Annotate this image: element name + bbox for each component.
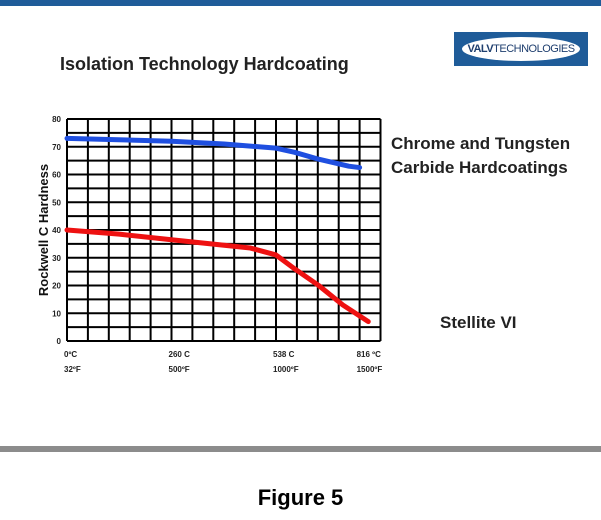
y-tick-label: 10 (52, 309, 61, 318)
y-tick-label: 70 (52, 143, 61, 152)
legend-stellite: Stellite VI (440, 313, 517, 332)
bottom-border (0, 446, 601, 452)
x-tick-label-f: 32ºF (64, 365, 81, 374)
x-tick-label-c: 538 C (273, 350, 295, 359)
x-tick-label-c: 260 C (169, 350, 191, 359)
legend-chrome-line2: Carbide Hardcoatings (391, 158, 568, 177)
x-tick-label-c: 0ºC (64, 350, 77, 359)
y-tick-label: 80 (52, 115, 61, 124)
x-tick-label-f: 1500ºF (357, 365, 383, 374)
y-tick-label: 0 (57, 337, 62, 346)
y-tick-label: 50 (52, 198, 61, 207)
x-tick-label-f: 500ºF (169, 365, 190, 374)
slide-title: Isolation Technology Hardcoating (60, 54, 349, 74)
y-tick-label: 60 (52, 171, 61, 180)
legend-chrome-line1: Chrome and Tungsten (391, 134, 571, 153)
y-axis-label: Rockwell C Hardness (36, 164, 51, 296)
x-tick-label-f: 1000ºF (273, 365, 299, 374)
hardness-chart: 0 10 20 30 40 50 60 70 80 0ºC 32ºF 260 C 500ºF 538 C 1… (36, 115, 383, 374)
y-tick-label: 30 (52, 254, 61, 263)
x-tick-label-c: 816 ºC (357, 350, 381, 359)
y-tick-label: 40 (52, 226, 61, 235)
top-border (0, 0, 601, 6)
figure-caption: Figure 5 (257, 485, 344, 510)
y-tick-label: 20 (52, 282, 61, 291)
valv-logo: VALV TECHNOLOGIES (454, 32, 588, 66)
chrome-line (64, 135, 363, 171)
legend-chrome: Chrome and Tungsten Carbide Hardcoatings (391, 132, 570, 180)
stellite-line (64, 227, 371, 325)
